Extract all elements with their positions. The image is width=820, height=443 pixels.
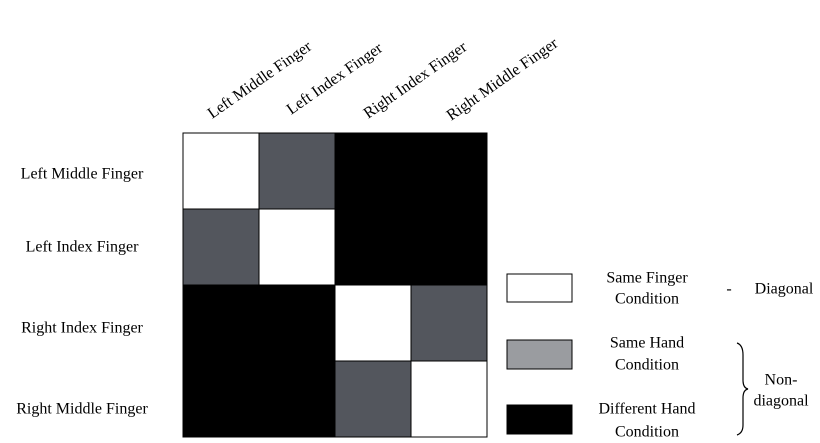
legend-swatch bbox=[506, 273, 573, 303]
legend-swatch bbox=[506, 404, 573, 435]
matrix bbox=[182, 132, 488, 438]
legend-label: Same Finger bbox=[606, 270, 688, 287]
cell bbox=[182, 132, 260, 210]
cell bbox=[182, 284, 260, 362]
cell bbox=[334, 208, 412, 286]
cell bbox=[410, 360, 488, 438]
diagonal-dash: - bbox=[726, 281, 731, 298]
legend-label: Different Hand bbox=[599, 401, 696, 418]
cell bbox=[410, 208, 488, 286]
cell bbox=[182, 208, 260, 286]
cell bbox=[258, 132, 336, 210]
cell bbox=[258, 284, 336, 362]
non-diagonal-label: diagonal bbox=[753, 393, 809, 410]
non-diagonal-label: Non- bbox=[765, 372, 798, 389]
cell bbox=[258, 360, 336, 438]
legend-swatch bbox=[506, 339, 573, 370]
row-label: Left Middle Finger bbox=[21, 166, 144, 183]
brace bbox=[736, 342, 749, 436]
legend-label: Condition bbox=[615, 291, 679, 308]
legend-label: Condition bbox=[615, 424, 679, 441]
legend-label: Condition bbox=[615, 357, 679, 374]
cell bbox=[258, 208, 336, 286]
row-label: Right Index Finger bbox=[21, 320, 143, 337]
diagonal-label: Diagonal bbox=[755, 281, 814, 298]
cell bbox=[334, 284, 412, 362]
cell bbox=[182, 360, 260, 438]
row-label: Left Index Finger bbox=[26, 239, 140, 256]
cell bbox=[410, 284, 488, 362]
cell bbox=[334, 132, 412, 210]
row-label: Right Middle Finger bbox=[16, 401, 148, 418]
legend-label: Same Hand bbox=[610, 335, 684, 352]
cell bbox=[334, 360, 412, 438]
cell bbox=[410, 132, 488, 210]
